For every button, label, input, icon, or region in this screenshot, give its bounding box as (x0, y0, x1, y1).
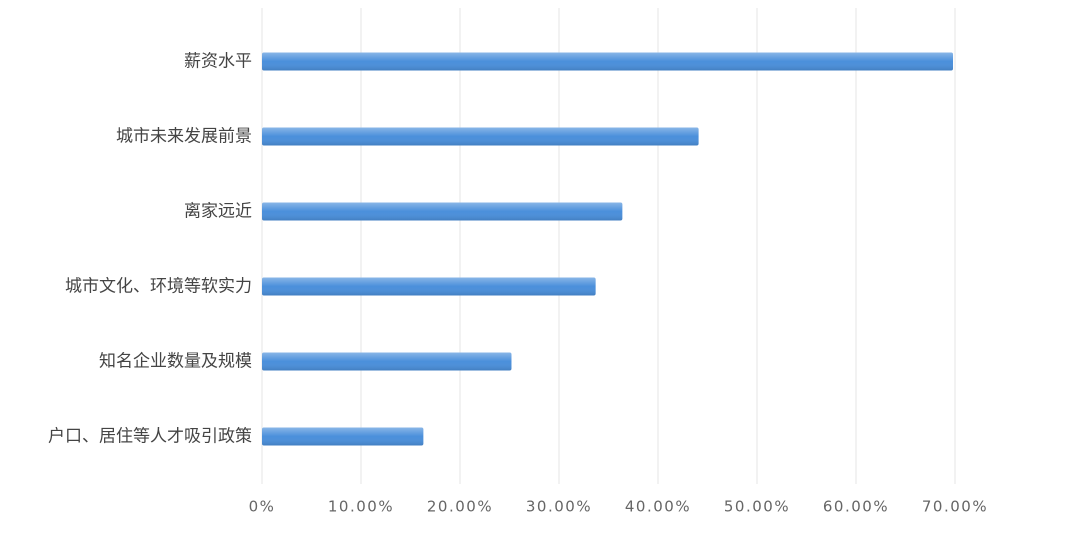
bar-shade (262, 352, 512, 371)
bar-shade (262, 202, 623, 221)
bar-shade (262, 52, 954, 71)
x-tick-label: 30.00% (526, 498, 592, 516)
y-tick-label: 户口、居住等人才吸引政策 (48, 427, 252, 447)
bar-shade (262, 127, 699, 146)
y-tick-label: 离家远近 (184, 202, 252, 222)
x-tick-label: 20.00% (427, 498, 493, 516)
x-tick-label: 70.00% (922, 498, 988, 516)
y-tick-label: 薪资水平 (184, 52, 252, 72)
x-tick-label: 60.00% (823, 498, 889, 516)
y-tick-label: 城市未来发展前景 (116, 127, 252, 147)
bar-shade (262, 277, 596, 296)
x-tick-label: 40.00% (625, 498, 691, 516)
y-tick-label: 知名企业数量及规模 (99, 352, 252, 372)
y-tick-label: 城市文化、环境等软实力 (65, 277, 252, 297)
x-tick-label: 0% (249, 498, 276, 516)
x-tick-label: 10.00% (328, 498, 394, 516)
bar-shade (262, 427, 424, 446)
x-tick-label: 50.00% (724, 498, 790, 516)
